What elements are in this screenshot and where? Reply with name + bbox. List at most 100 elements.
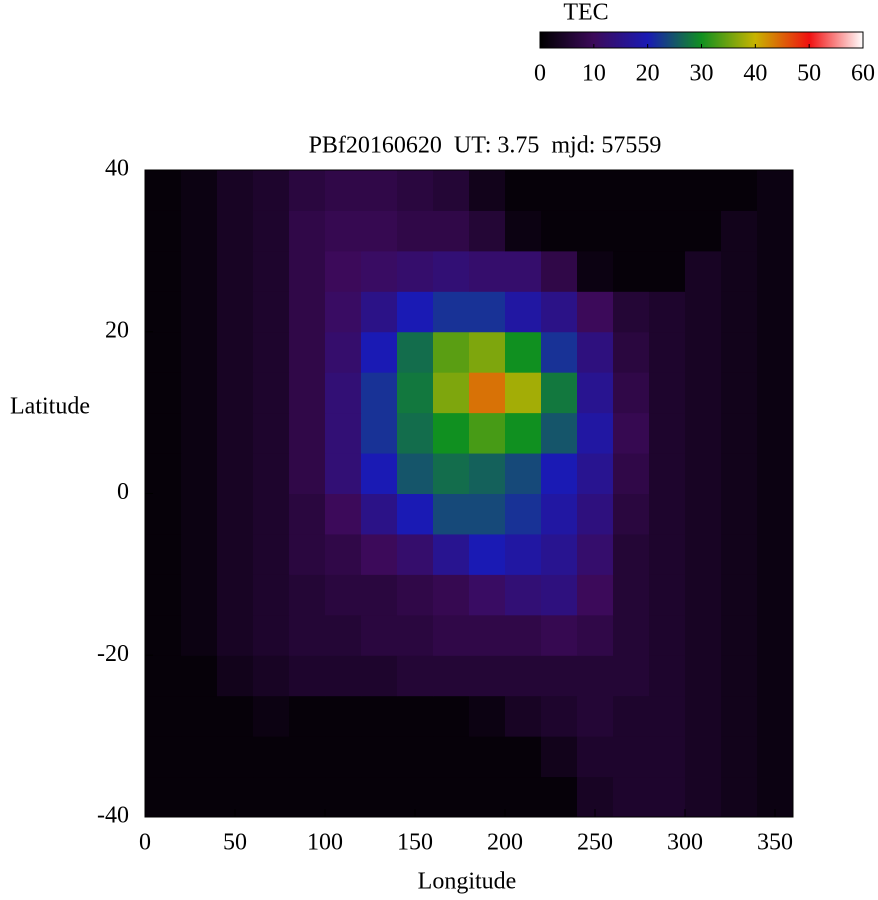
heatmap-cell bbox=[433, 372, 470, 414]
heatmap-cell bbox=[613, 250, 650, 292]
heatmap-cell bbox=[145, 453, 182, 494]
heatmap-cell bbox=[217, 695, 254, 737]
heatmap-cell bbox=[397, 574, 434, 616]
heatmap-cell bbox=[361, 291, 398, 333]
heatmap-cell bbox=[145, 574, 182, 616]
heatmap-cell bbox=[217, 170, 254, 211]
colorbar-tick-label: 20 bbox=[636, 61, 660, 87]
heatmap-cell bbox=[541, 291, 578, 333]
heatmap-cell bbox=[145, 493, 182, 535]
heatmap-cell bbox=[325, 655, 362, 697]
heatmap-cell bbox=[685, 533, 722, 575]
heatmap-cell bbox=[145, 614, 182, 656]
heatmap-cell bbox=[397, 331, 434, 373]
heatmap-cell bbox=[649, 695, 686, 737]
heatmap-cell bbox=[253, 574, 290, 616]
heatmap-cell bbox=[685, 372, 722, 414]
chart-title: PBf20160620 UT: 3.75 mjd: 57559 bbox=[309, 133, 662, 159]
heatmap-cell bbox=[685, 331, 722, 373]
heatmap-cell bbox=[325, 331, 362, 373]
heatmap-cell bbox=[541, 695, 578, 737]
heatmap-cell bbox=[181, 412, 218, 454]
heatmap-cell bbox=[289, 372, 326, 414]
heatmap-cell bbox=[217, 736, 254, 778]
y-tick-label: -40 bbox=[97, 803, 129, 829]
heatmap-cell bbox=[541, 776, 578, 818]
heatmap-cell bbox=[397, 736, 434, 778]
heatmap-cell bbox=[145, 533, 182, 575]
heatmap-cell bbox=[397, 453, 434, 494]
heatmap-cell bbox=[685, 210, 722, 252]
heatmap-cell bbox=[613, 331, 650, 373]
heatmap-cell bbox=[649, 170, 686, 211]
heatmap-cell bbox=[469, 655, 506, 697]
heatmap-cell bbox=[361, 412, 398, 454]
heatmap-cell bbox=[181, 695, 218, 737]
heatmap-cell bbox=[289, 331, 326, 373]
heatmap-cell bbox=[757, 331, 794, 373]
x-tick-label: 100 bbox=[307, 830, 343, 856]
heatmap-cell bbox=[721, 655, 758, 697]
heatmap-cell bbox=[757, 655, 794, 697]
heatmap-cell bbox=[217, 655, 254, 697]
heatmap-cell bbox=[613, 695, 650, 737]
heatmap-cell bbox=[325, 493, 362, 535]
heatmap-cell bbox=[253, 170, 290, 211]
heatmap-cell bbox=[613, 736, 650, 778]
heatmap-cell bbox=[217, 331, 254, 373]
heatmap-cell bbox=[757, 736, 794, 778]
heatmap-cell bbox=[289, 170, 326, 211]
heatmap-cell bbox=[361, 331, 398, 373]
heatmap-cell bbox=[217, 493, 254, 535]
heatmap-cell bbox=[289, 695, 326, 737]
heatmap-cell bbox=[433, 776, 470, 818]
heatmap-cell bbox=[649, 574, 686, 616]
heatmap-cell bbox=[505, 372, 542, 414]
heatmap-cell bbox=[361, 453, 398, 494]
heatmap-cell bbox=[361, 614, 398, 656]
heatmap-cell bbox=[613, 655, 650, 697]
heatmap-cell bbox=[505, 170, 542, 211]
heatmap-cell bbox=[181, 614, 218, 656]
heatmap-cell bbox=[541, 453, 578, 494]
heatmap-cell bbox=[469, 614, 506, 656]
heatmap-cell bbox=[181, 574, 218, 616]
heatmap-cell bbox=[325, 614, 362, 656]
colorbar-label: TEC bbox=[563, 0, 608, 26]
heatmap-cell bbox=[541, 170, 578, 211]
heatmap-cell bbox=[613, 614, 650, 656]
heatmap-cell bbox=[469, 695, 506, 737]
heatmap-cell bbox=[253, 493, 290, 535]
heatmap-cell bbox=[397, 250, 434, 292]
heatmap-cell bbox=[649, 776, 686, 818]
heatmap-cell bbox=[757, 493, 794, 535]
heatmap-cell bbox=[685, 614, 722, 656]
heatmap-cell bbox=[721, 493, 758, 535]
heatmap-cell bbox=[685, 776, 722, 818]
heatmap-cell bbox=[577, 412, 614, 454]
heatmap-cell bbox=[361, 533, 398, 575]
heatmap-cell bbox=[649, 614, 686, 656]
heatmap-cell bbox=[289, 614, 326, 656]
heatmap-cell bbox=[217, 372, 254, 414]
heatmap-cell bbox=[469, 533, 506, 575]
heatmap-cell bbox=[433, 695, 470, 737]
heatmap-cell bbox=[757, 170, 794, 211]
y-tick-label: 20 bbox=[105, 317, 129, 343]
heatmap-cell bbox=[649, 655, 686, 697]
heatmap-cell bbox=[757, 695, 794, 737]
heatmap-cell bbox=[721, 695, 758, 737]
heatmap-cell bbox=[757, 291, 794, 333]
heatmap-cell bbox=[757, 210, 794, 252]
heatmap-cell bbox=[361, 776, 398, 818]
heatmap-cell bbox=[649, 453, 686, 494]
heatmap-cell bbox=[217, 574, 254, 616]
heatmap-cell bbox=[325, 695, 362, 737]
heatmap-cell bbox=[145, 372, 182, 414]
x-tick-label: 300 bbox=[667, 830, 703, 856]
heatmap-cell bbox=[505, 736, 542, 778]
heatmap-cell bbox=[253, 614, 290, 656]
heatmap-cell bbox=[685, 736, 722, 778]
heatmap-cell bbox=[613, 574, 650, 616]
heatmap-cell bbox=[577, 250, 614, 292]
